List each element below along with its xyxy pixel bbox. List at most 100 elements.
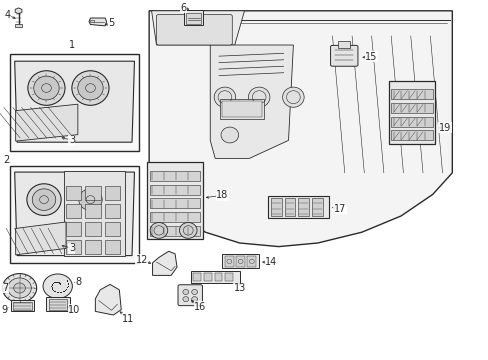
Ellipse shape <box>34 76 59 100</box>
Bar <box>267 196 328 218</box>
Polygon shape <box>149 11 451 247</box>
Bar <box>63 171 124 256</box>
Ellipse shape <box>73 184 107 215</box>
Polygon shape <box>16 104 78 141</box>
Polygon shape <box>15 172 134 256</box>
Ellipse shape <box>8 278 31 298</box>
Text: 4: 4 <box>4 10 10 20</box>
Text: 19: 19 <box>438 123 450 133</box>
Polygon shape <box>152 251 177 275</box>
Bar <box>214 273 222 281</box>
Text: 11: 11 <box>122 314 134 324</box>
Text: 1: 1 <box>69 40 75 50</box>
Bar <box>65 204 81 218</box>
Bar <box>104 204 120 218</box>
Bar <box>222 254 259 268</box>
Bar <box>15 24 22 27</box>
FancyBboxPatch shape <box>156 14 232 45</box>
Ellipse shape <box>43 274 72 298</box>
Bar <box>185 13 201 24</box>
Text: 10: 10 <box>68 305 81 315</box>
Text: 9: 9 <box>2 305 8 315</box>
Text: 17: 17 <box>333 204 346 214</box>
Text: 3: 3 <box>69 243 75 253</box>
Text: 5: 5 <box>108 18 114 28</box>
Bar <box>49 299 67 310</box>
Bar <box>85 186 101 200</box>
Bar <box>311 198 322 216</box>
Bar <box>390 89 432 99</box>
Polygon shape <box>95 284 121 315</box>
Bar <box>220 99 264 119</box>
Polygon shape <box>210 45 293 158</box>
Text: 2: 2 <box>4 155 10 165</box>
Text: 16: 16 <box>194 302 206 312</box>
Ellipse shape <box>28 71 65 105</box>
Bar <box>149 212 200 222</box>
Bar <box>90 20 94 22</box>
Bar <box>388 81 434 144</box>
Text: 14: 14 <box>264 257 277 267</box>
Ellipse shape <box>2 274 37 302</box>
Bar <box>390 103 432 113</box>
Bar <box>65 186 81 200</box>
Bar <box>236 256 244 267</box>
Polygon shape <box>16 222 66 255</box>
Text: 12: 12 <box>135 255 148 265</box>
Bar <box>149 226 200 236</box>
Bar <box>104 222 120 236</box>
Bar <box>85 240 101 254</box>
Bar <box>11 300 34 311</box>
Ellipse shape <box>282 87 304 107</box>
Bar <box>270 198 281 216</box>
Ellipse shape <box>214 87 235 107</box>
Bar <box>149 171 200 181</box>
Bar <box>193 273 201 281</box>
Bar <box>224 256 233 267</box>
Ellipse shape <box>27 184 61 215</box>
Text: 3: 3 <box>69 135 75 145</box>
Text: 18: 18 <box>216 190 228 200</box>
Text: 8: 8 <box>75 276 81 287</box>
Ellipse shape <box>78 76 103 100</box>
Bar <box>149 198 200 208</box>
Bar <box>104 186 120 200</box>
Bar <box>146 162 203 239</box>
Ellipse shape <box>72 71 109 105</box>
Ellipse shape <box>191 297 197 302</box>
Bar <box>149 185 200 195</box>
Ellipse shape <box>32 189 56 210</box>
Ellipse shape <box>14 283 25 293</box>
Polygon shape <box>151 11 244 45</box>
Polygon shape <box>15 61 134 142</box>
Bar <box>183 10 203 25</box>
Bar <box>85 222 101 236</box>
Bar <box>338 41 349 48</box>
Ellipse shape <box>191 289 197 294</box>
Ellipse shape <box>183 289 188 294</box>
Bar <box>284 198 295 216</box>
Ellipse shape <box>183 297 188 302</box>
Ellipse shape <box>79 189 102 210</box>
Bar <box>225 273 233 281</box>
Bar <box>390 117 432 127</box>
Polygon shape <box>89 18 106 26</box>
Ellipse shape <box>221 127 238 143</box>
Bar <box>65 222 81 236</box>
Text: 15: 15 <box>365 51 377 62</box>
Ellipse shape <box>179 222 197 238</box>
Text: 6: 6 <box>180 3 186 13</box>
Bar <box>13 302 32 310</box>
Polygon shape <box>15 8 22 14</box>
Bar <box>298 198 308 216</box>
Bar <box>104 240 120 254</box>
Bar <box>65 240 81 254</box>
FancyBboxPatch shape <box>178 285 202 306</box>
Bar <box>46 297 70 311</box>
Bar <box>203 273 211 281</box>
Text: 13: 13 <box>233 283 245 293</box>
Bar <box>247 256 256 267</box>
Ellipse shape <box>150 222 167 238</box>
Bar <box>10 166 139 263</box>
Bar <box>390 130 432 140</box>
